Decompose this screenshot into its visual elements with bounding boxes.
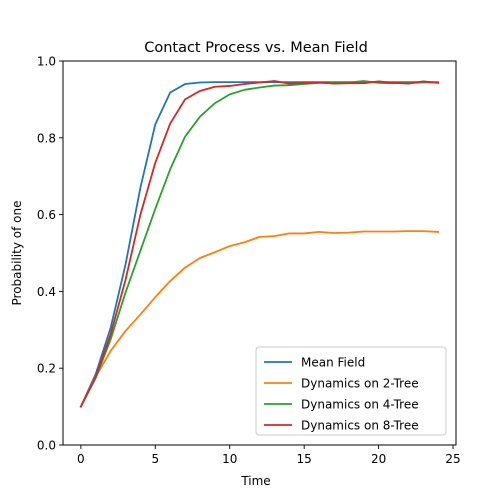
y-axis-label: Probability of one <box>10 201 24 306</box>
legend-label-2: Dynamics on 2-Tree <box>301 377 419 391</box>
plot-area: 0 5 10 15 20 25 0.0 0.2 0.4 0.6 0.8 1.0 Mean Field Dy… <box>37 55 461 467</box>
x-tick-label: 10 <box>222 452 237 466</box>
legend-box <box>255 346 447 436</box>
x-tick-label: 5 <box>151 452 159 466</box>
x-axis-label: Time <box>240 474 270 488</box>
series-line-2 <box>79 230 440 408</box>
chart-title: Contact Process vs. Mean Field <box>144 40 368 56</box>
x-tick-label: 15 <box>297 452 312 466</box>
x-tick-label: 0 <box>77 452 85 466</box>
y-tick-label: 0.2 <box>37 362 56 376</box>
legend-label-4: Dynamics on 8-Tree <box>301 419 419 433</box>
legend-label-1: Mean Field <box>301 356 365 370</box>
y-tick-label: 0.6 <box>37 208 56 222</box>
y-tick-label: 1.0 <box>37 55 56 69</box>
series-line-3 <box>79 80 440 408</box>
plot-frame <box>62 60 457 446</box>
x-tick-label: 25 <box>445 452 460 466</box>
y-tick-label: 0.0 <box>37 439 56 453</box>
x-tick-label: 20 <box>371 452 386 466</box>
series-line-4 <box>79 80 440 408</box>
y-tick-label: 0.4 <box>37 285 56 299</box>
y-tick-label: 0.8 <box>37 131 56 145</box>
legend-label-3: Dynamics on 4-Tree <box>301 398 419 412</box>
